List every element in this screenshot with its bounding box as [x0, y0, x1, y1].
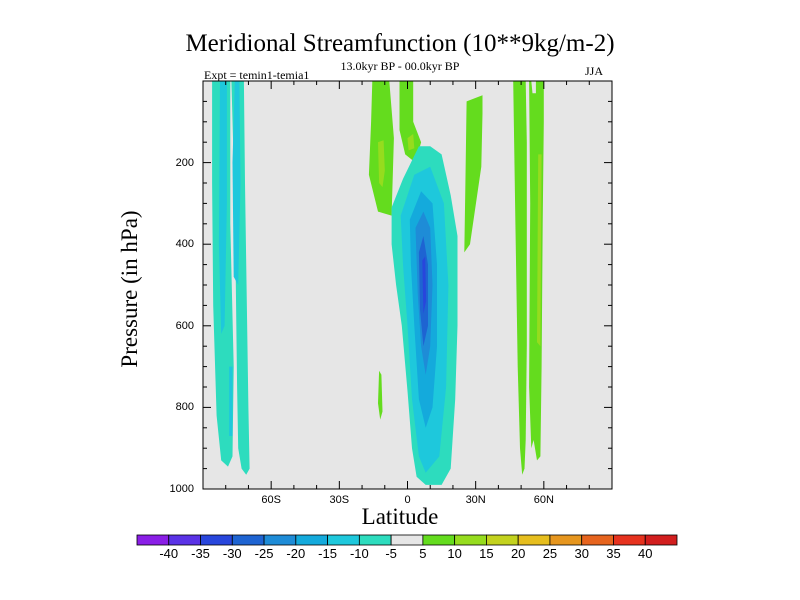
contour-region-north-subtropical-positive-core [537, 154, 542, 347]
y-tick-label: 800 [175, 401, 194, 414]
contour-region-tropical-upper-positive-core-b [407, 134, 415, 151]
colorbar-swatch [136, 534, 170, 546]
colorbar-level-label: 40 [638, 546, 653, 561]
x-axis-label: Latitude [361, 504, 439, 529]
colorbar-level-label: -15 [318, 546, 337, 561]
colorbar-level-label: 15 [479, 546, 494, 561]
y-tick-label: 1000 [169, 483, 194, 495]
colorbar-swatch [263, 534, 297, 546]
colorbar-swatch [486, 534, 519, 546]
contour-region-tropical-upper-positive-b [399, 81, 422, 163]
colorbar-level-label: -20 [286, 546, 306, 561]
chart-title: Meridional Streamfunction (10**9kg/m-2) [185, 30, 615, 57]
contour-region-north-subtropical-positive-a [513, 81, 527, 475]
contour-region-tropical-positive-small [378, 370, 383, 420]
colorbar-level-label: -25 [254, 546, 274, 561]
colorbar-swatch [581, 534, 614, 546]
colorbar-level-label: 25 [542, 546, 558, 561]
season-label: JJA [585, 64, 604, 78]
contour-region-southern-high-lat-core [218, 81, 227, 334]
colorbar-swatch [200, 534, 233, 546]
colorbar-level-label: 30 [574, 546, 589, 561]
colorbar-swatch [613, 534, 646, 546]
x-tick-label: 60S [261, 494, 281, 506]
colorbar-swatch [295, 534, 328, 546]
contour-region-north-tropical-positive [464, 95, 483, 253]
colorbar-level-label: -35 [191, 546, 210, 561]
colorbar-level-label: -10 [349, 546, 369, 561]
colorbar-level-label: 10 [447, 546, 462, 561]
chart-subtitle: 13.0kyr BP - 00.0kyr BP [340, 59, 460, 73]
colorbar-swatch [327, 534, 360, 546]
y-axis-label: Pressure (in hPa) [117, 210, 142, 368]
colorbar-swatch [390, 534, 424, 546]
contour-region-tropical-upper-positive-core [378, 140, 385, 188]
colorbar-swatch [168, 534, 201, 546]
colorbar [136, 534, 678, 546]
colorbar-level-label: -40 [159, 546, 179, 561]
colorbar-swatch [454, 534, 487, 546]
colorbar-level-label: 20 [510, 546, 526, 561]
axis-frame [202, 80, 613, 490]
y-tick-label: 400 [175, 238, 194, 251]
plot-area [203, 81, 612, 489]
x-tick-label: 0 [404, 494, 411, 506]
colorbar-swatch [231, 534, 265, 546]
y-tick-label: 200 [175, 156, 194, 169]
contour-region-southern-high-lat-core-b [232, 81, 241, 285]
contour-region-tropical-negative-35 [422, 256, 427, 314]
y-tick-label: 600 [175, 319, 194, 332]
contour-region-north-subtropical-gap [531, 81, 536, 94]
colorbar-level-label: -30 [222, 546, 242, 561]
x-tick-label: 30S [329, 494, 350, 506]
colorbar-swatch [644, 534, 678, 546]
contour-region-southern-high-lat-core-c [229, 366, 233, 436]
colorbar-swatch [358, 534, 392, 546]
colorbar-swatch [549, 534, 583, 546]
experiment-label: Expt = temin1-temia1 [204, 68, 310, 82]
colorbar-swatch [422, 534, 456, 546]
x-tick-label: 30N [465, 494, 486, 506]
x-tick-label: 60N [533, 494, 554, 506]
colorbar-swatch [517, 534, 551, 546]
colorbar-level-label: 35 [606, 546, 621, 561]
colorbar-level-label: 5 [419, 546, 427, 561]
colorbar-level-label: -5 [385, 546, 397, 561]
